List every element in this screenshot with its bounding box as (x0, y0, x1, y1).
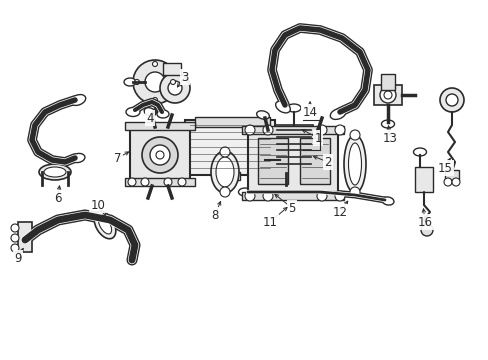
Text: 13: 13 (382, 131, 397, 144)
Bar (130, 127, 190, 182)
Circle shape (349, 187, 359, 197)
Bar (195, 117, 269, 127)
Circle shape (420, 224, 432, 236)
Text: 1: 1 (314, 131, 321, 144)
Text: 11: 11 (262, 216, 277, 229)
Bar (247, 130, 337, 192)
Circle shape (178, 178, 185, 186)
Ellipse shape (124, 78, 136, 86)
Circle shape (142, 137, 178, 173)
Ellipse shape (275, 101, 290, 113)
Ellipse shape (126, 108, 140, 117)
Circle shape (349, 130, 359, 140)
Text: 8: 8 (211, 208, 218, 221)
Ellipse shape (329, 109, 345, 120)
Circle shape (156, 151, 163, 159)
Circle shape (334, 125, 345, 135)
Circle shape (316, 125, 326, 135)
Bar (125, 178, 195, 186)
Circle shape (11, 244, 19, 252)
Text: 4: 4 (146, 112, 153, 125)
Circle shape (170, 80, 175, 85)
Circle shape (443, 178, 451, 186)
Circle shape (334, 191, 345, 201)
Text: 12: 12 (332, 206, 347, 219)
Circle shape (128, 178, 136, 186)
Circle shape (244, 125, 254, 135)
Circle shape (11, 234, 19, 242)
Bar (414, 167, 432, 192)
Bar (184, 120, 274, 175)
Circle shape (150, 145, 170, 165)
Ellipse shape (381, 120, 394, 128)
Bar (18, 222, 32, 252)
Ellipse shape (71, 153, 85, 163)
Text: 2: 2 (324, 156, 331, 168)
Ellipse shape (343, 135, 365, 193)
Ellipse shape (238, 188, 251, 196)
Circle shape (383, 91, 391, 99)
Text: 6: 6 (54, 192, 61, 204)
Circle shape (263, 191, 272, 201)
Text: 15: 15 (437, 162, 451, 175)
Circle shape (145, 72, 164, 92)
Circle shape (152, 98, 157, 103)
Ellipse shape (348, 143, 361, 185)
Bar (299, 138, 329, 184)
Ellipse shape (216, 157, 234, 187)
Ellipse shape (210, 151, 239, 193)
Ellipse shape (39, 164, 71, 180)
Bar (220, 172, 240, 180)
Circle shape (220, 147, 229, 157)
Ellipse shape (280, 185, 291, 192)
Ellipse shape (70, 95, 85, 105)
Bar (163, 63, 181, 75)
Bar (242, 192, 343, 200)
Text: 16: 16 (417, 216, 431, 229)
Circle shape (445, 94, 457, 106)
Ellipse shape (94, 211, 116, 239)
Bar (258, 138, 287, 184)
Ellipse shape (44, 167, 66, 177)
Bar (242, 126, 343, 134)
Text: 3: 3 (181, 71, 188, 84)
Text: 10: 10 (90, 198, 105, 212)
Circle shape (160, 73, 190, 103)
Bar (274, 125, 312, 170)
Ellipse shape (381, 197, 393, 205)
Bar (380, 74, 394, 90)
Circle shape (220, 187, 229, 197)
Circle shape (152, 62, 157, 67)
Ellipse shape (286, 104, 301, 112)
Circle shape (11, 224, 19, 232)
Circle shape (168, 81, 182, 95)
Ellipse shape (256, 111, 269, 119)
Ellipse shape (157, 110, 169, 118)
Circle shape (133, 60, 177, 104)
Circle shape (263, 125, 272, 135)
Text: 14: 14 (302, 105, 317, 118)
Bar (373, 85, 401, 105)
Circle shape (379, 87, 395, 103)
Bar (444, 170, 458, 180)
Circle shape (134, 80, 139, 85)
Text: 7: 7 (114, 152, 122, 165)
Circle shape (244, 191, 254, 201)
Ellipse shape (144, 108, 156, 116)
Circle shape (163, 178, 172, 186)
Ellipse shape (98, 216, 111, 234)
Text: 9: 9 (14, 252, 21, 265)
Bar (125, 122, 195, 130)
Circle shape (451, 178, 459, 186)
Circle shape (439, 88, 463, 112)
Circle shape (141, 178, 149, 186)
Text: 5: 5 (288, 202, 295, 215)
Circle shape (316, 191, 326, 201)
Ellipse shape (413, 148, 426, 156)
